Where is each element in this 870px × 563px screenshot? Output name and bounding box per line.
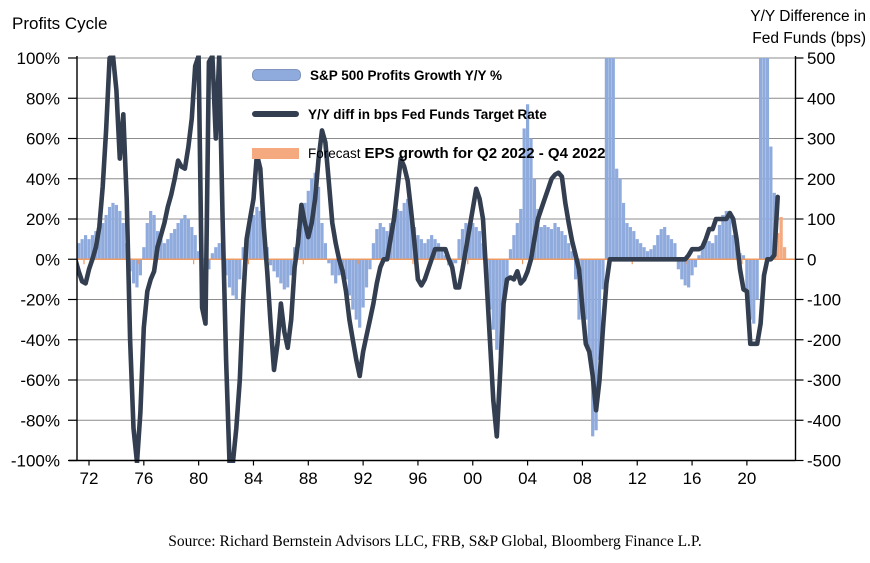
source-attribution: Source: Richard Bernstein Advisors LLC, … — [168, 533, 702, 550]
svg-text:-100: -100 — [807, 291, 841, 310]
svg-text:-300: -300 — [807, 371, 841, 390]
svg-text:80%: 80% — [26, 89, 60, 108]
svg-text:-400: -400 — [807, 411, 841, 430]
svg-text:-20%: -20% — [20, 291, 60, 310]
svg-text:-100%: -100% — [11, 452, 60, 471]
legend-profits-growth-label: S&P 500 Profits Growth Y/Y % — [310, 67, 503, 83]
svg-text:08: 08 — [573, 469, 592, 488]
svg-text:76: 76 — [134, 469, 153, 488]
svg-text:400: 400 — [807, 89, 835, 108]
svg-text:100: 100 — [807, 210, 835, 229]
legend-item-fed-funds: Y/Y diff in bps Fed Funds Target Rate — [252, 103, 605, 125]
chart-plot-svg: 100% 80% 60% 40% 20% 0% -20% -40% -60% -80% -100% 5… — [11, 49, 841, 488]
axis-lines — [68, 56, 804, 466]
svg-text:300: 300 — [807, 130, 835, 149]
legend-forecast-label-bold: EPS growth for Q2 2022 - Q4 2022 — [364, 144, 606, 162]
legend-forecast-label-normal: Forecast — [308, 145, 361, 161]
svg-text:-500: -500 — [807, 452, 841, 471]
right-axis-labels: 500 400 300 200 100 0 -100 -200 -300 -400 -500 — [807, 49, 841, 471]
svg-text:92: 92 — [354, 469, 373, 488]
svg-text:0%: 0% — [35, 250, 60, 269]
svg-text:100%: 100% — [17, 49, 60, 68]
right-axis-title-line2: Fed Funds (bps) — [752, 30, 866, 47]
right-axis-title-line1: Y/Y Difference in — [750, 8, 866, 25]
svg-text:200: 200 — [807, 170, 835, 189]
right-axis-title: Y/Y Difference in Fed Funds (bps) — [750, 6, 866, 50]
forecast-bars — [776, 216, 787, 260]
chart-title: Profits Cycle — [12, 14, 108, 33]
svg-text:500: 500 — [807, 49, 835, 68]
svg-text:04: 04 — [518, 469, 537, 488]
svg-text:16: 16 — [683, 469, 702, 488]
svg-text:88: 88 — [299, 469, 318, 488]
svg-text:72: 72 — [80, 469, 99, 488]
svg-text:20: 20 — [737, 469, 756, 488]
legend-fed-funds-label: Y/Y diff in bps Fed Funds Target Rate — [308, 106, 547, 122]
svg-text:96: 96 — [408, 469, 427, 488]
fed-funds-line-swatch-icon — [252, 111, 299, 117]
profits-growth-bar-swatch-icon — [252, 69, 301, 81]
svg-text:0: 0 — [807, 250, 816, 269]
forecast-bar-swatch-icon — [252, 147, 299, 159]
svg-text:00: 00 — [463, 469, 482, 488]
svg-text:80: 80 — [189, 469, 208, 488]
svg-text:-60%: -60% — [20, 371, 60, 390]
x-axis-labels: 72 76 80 84 88 92 96 00 04 08 12 16 20 — [80, 469, 757, 488]
svg-text:40%: 40% — [26, 170, 60, 189]
fed-funds-line — [77, 55, 781, 463]
svg-text:20%: 20% — [26, 210, 60, 229]
chart-legend: S&P 500 Profits Growth Y/Y % Y/Y diff in… — [252, 64, 605, 181]
svg-text:-80%: -80% — [20, 411, 60, 430]
legend-item-forecast: Forecast EPS growth for Q2 2022 - Q4 202… — [252, 142, 605, 164]
left-axis-labels: 100% 80% 60% 40% 20% 0% -20% -40% -60% -80% -100% — [11, 49, 60, 471]
svg-text:-200: -200 — [807, 331, 841, 350]
svg-text:12: 12 — [628, 469, 647, 488]
legend-item-profits-growth: S&P 500 Profits Growth Y/Y % — [252, 64, 605, 86]
svg-text:-40%: -40% — [20, 331, 60, 350]
svg-text:60%: 60% — [26, 130, 60, 149]
svg-text:84: 84 — [244, 469, 263, 488]
